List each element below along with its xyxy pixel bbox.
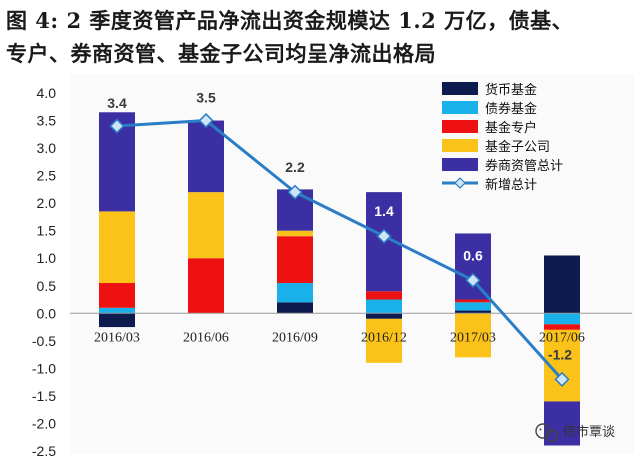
data-label-0: 3.4: [107, 95, 127, 111]
x-tick-label-3: 2016/12: [361, 330, 407, 345]
x-tick-label-5: 2017/06: [539, 330, 585, 345]
line-marker-0: [109, 118, 125, 134]
y-tick-label-9: -0.5: [32, 333, 56, 349]
bar-segment-1-3: [188, 192, 224, 259]
line-marker-2: [287, 184, 303, 200]
y-tick-label-12: -2.0: [32, 415, 56, 431]
legend-swatch-4: [442, 158, 478, 171]
y-tick-label-5: 1.5: [37, 223, 57, 239]
bar-segment-2-1: [277, 283, 313, 303]
bar-segment-5-2: [544, 324, 580, 330]
bar-segment-1-2: [188, 258, 224, 314]
y-tick-label-2: 3.0: [37, 140, 57, 156]
watermark-text: 债市覃谈: [563, 424, 615, 440]
y-tick-label-3: 2.5: [37, 168, 57, 184]
y-tick-label-8: 0.0: [37, 305, 57, 321]
x-tick-label-0: 2016/03: [94, 330, 140, 345]
y-tick-label-10: -1.0: [32, 360, 56, 376]
legend-label-1: 债券基金: [485, 101, 537, 117]
x-axis-labels: 2016/03 2016/06 2016/09 2016/12 2017/03 2017/…: [94, 330, 585, 345]
bar-segment-0-0: [99, 313, 135, 328]
plot-background: [70, 74, 635, 454]
legend-label-0: 货币基金: [485, 82, 537, 98]
bar-segment-5-0: [544, 255, 580, 314]
bar-segment-4-0: [455, 310, 491, 314]
legend-line-marker: [454, 177, 466, 189]
data-label-5: -1.2: [548, 346, 572, 362]
bar-segment-1-4: [188, 120, 224, 193]
bars: [99, 112, 580, 446]
bar-segment-2-2: [277, 236, 313, 284]
bar-segment-5-4: [544, 401, 580, 446]
bar-segment-4-2: [455, 299, 491, 303]
figure-caption: 图 4: 2 季度资管产品净流出资金规模达 1.2 万亿，债基、 专户、券商资管…: [6, 4, 634, 70]
x-tick-label-2: 2016/09: [272, 330, 318, 345]
bar-segment-3-0: [366, 313, 402, 319]
bar-segment-3-3: [366, 318, 402, 363]
bar-segment-0-1: [99, 307, 135, 314]
legend-label-5: 新增总计: [485, 177, 537, 193]
wechat-icon: [535, 423, 559, 443]
y-tick-label-0: 4.0: [37, 85, 57, 101]
caption-line-1: 图 4: 2 季度资管产品净流出资金规模达 1.2 万亿，债基、: [6, 8, 574, 33]
bar-segment-3-2: [366, 291, 402, 300]
y-tick-label-1: 3.5: [37, 113, 57, 129]
bar-segment-2-3: [277, 230, 313, 237]
x-tick-label-4: 2017/03: [450, 330, 496, 345]
bar-segment-2-0: [277, 302, 313, 314]
legend-swatch-2: [442, 120, 478, 133]
legend-swatch-1: [442, 101, 478, 114]
legend-label-2: 基金专户: [485, 120, 537, 136]
bar-segment-3-1: [366, 299, 402, 314]
data-label-1: 3.5: [196, 90, 216, 106]
legend-label-4: 券商资管总计: [485, 158, 563, 174]
watermark: 债市覃谈: [535, 423, 615, 443]
bar-segment-4-1: [455, 302, 491, 311]
bar-segment-4-3: [455, 313, 491, 358]
data-labels: 3.4 3.5 2.2 1.4 0.6 -1.2: [107, 90, 572, 363]
line-marker-5: [554, 371, 570, 387]
legend-swatch-3: [442, 139, 478, 152]
bar-segment-0-2: [99, 283, 135, 308]
y-tick-label-7: 0.5: [37, 278, 57, 294]
bar-segment-5-1: [544, 313, 580, 325]
y-tick-label-4: 2.0: [37, 195, 57, 211]
line-marker-3: [376, 228, 392, 244]
total-line: [116, 119, 564, 381]
data-label-4: 0.6: [463, 247, 483, 263]
legend-swatch-0: [442, 82, 478, 95]
total-line-series: [109, 112, 570, 387]
data-label-2: 2.2: [285, 159, 305, 175]
x-tick-label-1: 2016/06: [183, 330, 229, 345]
y-tick-label-11: -1.5: [32, 388, 56, 404]
y-axis: 4.0 3.5 3.0 2.5 2.0 1.5 1.0 0.5 0.0 -0.5 -1.0 -1.5 -…: [32, 85, 56, 457]
bar-segment-4-4: [455, 233, 491, 300]
line-marker-4: [465, 272, 481, 288]
legend-label-3: 基金子公司: [485, 139, 550, 155]
y-tick-label-13: -2.5: [32, 443, 56, 457]
line-marker-1: [198, 112, 214, 129]
y-tick-label-6: 1.0: [37, 250, 57, 266]
bar-segment-0-3: [99, 211, 135, 284]
data-label-3: 1.4: [374, 203, 394, 219]
caption-line-2: 专户、券商资管、基金子公司均呈净流出格局: [6, 41, 436, 66]
